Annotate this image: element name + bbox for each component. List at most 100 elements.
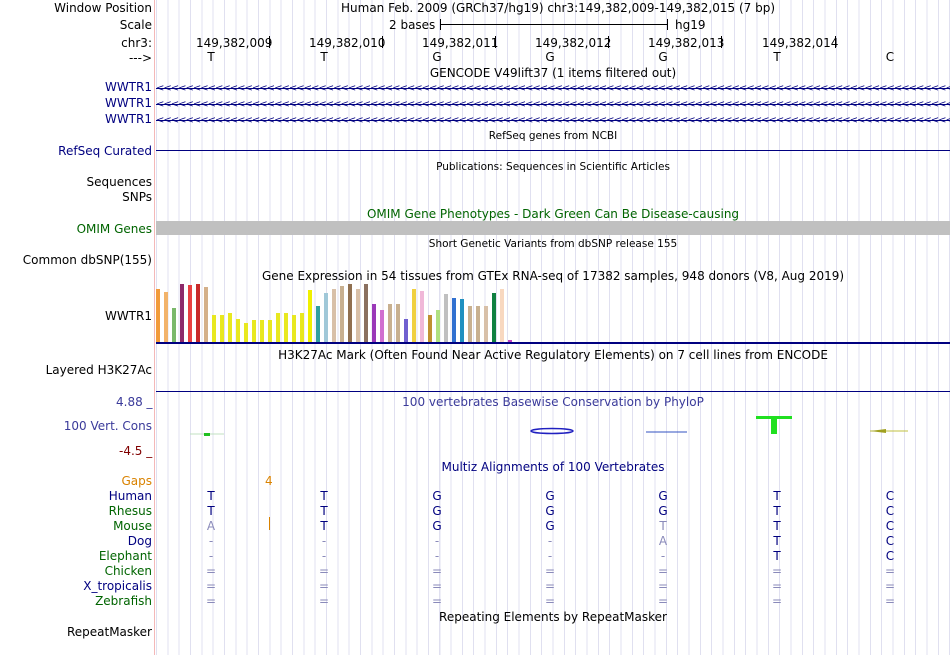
gtex-tissue-bar[interactable] (300, 313, 304, 342)
gtex-tissue-bar[interactable] (260, 320, 264, 342)
gtex-tissue-bar[interactable] (164, 292, 168, 342)
gtex-tissue-bar[interactable] (412, 289, 416, 342)
gencode-gene-track[interactable]: <<<<<<<<<<<<<<<<<<<<<<<<<<<<<<<<<<<<<<<<… (156, 100, 950, 109)
species-label[interactable]: Elephant (98, 549, 152, 563)
gtex-tissue-bar[interactable] (420, 291, 424, 342)
species-label[interactable]: Human (108, 489, 152, 503)
gtex-tissue-bar[interactable] (156, 289, 160, 342)
gtex-tissue-bar[interactable] (500, 289, 504, 342)
alignment-base: = (657, 594, 669, 608)
alignment-base: = (771, 564, 783, 578)
gtex-tissue-bar[interactable] (348, 284, 352, 342)
gtex-tissue-bar[interactable] (380, 310, 384, 342)
species-label[interactable]: Dog (127, 534, 152, 548)
scale-db: hg19 (675, 18, 706, 32)
gencode-title[interactable]: GENCODE V49lift37 (1 items filtered out) (429, 66, 677, 80)
dbsnp-label[interactable]: Common dbSNP(155) (22, 253, 152, 267)
phylop-label[interactable]: 100 Vert. Cons (63, 419, 152, 433)
species-label[interactable]: Mouse (113, 519, 152, 533)
repeatmasker-label[interactable]: RepeatMasker (66, 625, 152, 639)
gtex-tissue-bar[interactable] (460, 299, 464, 342)
gtex-tissue-bar[interactable] (308, 290, 312, 342)
gtex-tissue-bar[interactable] (340, 286, 344, 342)
publications-title[interactable]: Publications: Sequences in Scientific Ar… (436, 161, 670, 173)
alignment-base: = (771, 579, 783, 593)
omim-title[interactable]: OMIM Gene Phenotypes - Dark Green Can Be… (366, 207, 740, 221)
phylop-signal[interactable] (156, 405, 950, 445)
gtex-tissue-bar[interactable] (444, 294, 448, 342)
refseq-title[interactable]: RefSeq genes from NCBI (488, 130, 618, 142)
gtex-label[interactable]: WWTR1 (104, 309, 152, 323)
gtex-tissue-bar[interactable] (388, 304, 392, 342)
publications-label-snps[interactable]: SNPs (122, 190, 152, 204)
alignment-base: - (321, 534, 327, 548)
gtex-tissue-bar[interactable] (292, 315, 296, 342)
h3k27ac-label[interactable]: Layered H3K27Ac (45, 363, 152, 377)
gtex-tissue-bar[interactable] (476, 306, 480, 342)
alignment-base: G (545, 489, 555, 503)
refseq-label[interactable]: RefSeq Curated (58, 144, 152, 158)
gtex-tissue-bar[interactable] (220, 315, 224, 342)
publications-label-sequences[interactable]: Sequences (86, 175, 152, 189)
gtex-tissue-bar[interactable] (188, 285, 192, 342)
gtex-tissue-bar[interactable] (332, 289, 336, 342)
gencode-gene-track[interactable]: <<<<<<<<<<<<<<<<<<<<<<<<<<<<<<<<<<<<<<<<… (156, 116, 950, 125)
repeatmasker-title[interactable]: Repeating Elements by RepeatMasker (439, 610, 667, 624)
species-label[interactable]: Rhesus (108, 504, 152, 518)
species-label[interactable]: Zebrafish (95, 594, 152, 608)
gtex-tissue-bar[interactable] (404, 319, 408, 342)
alignment-base: = (544, 594, 556, 608)
gencode-item-label[interactable]: WWTR1 (104, 80, 152, 94)
gaps-label[interactable]: Gaps (121, 474, 152, 488)
gtex-tissue-bar[interactable] (492, 293, 496, 342)
omim-feature-bar[interactable] (156, 221, 950, 235)
gtex-tissue-bar[interactable] (428, 315, 432, 342)
window-position-label: Window Position (54, 1, 152, 15)
omim-label[interactable]: OMIM Genes (76, 222, 152, 236)
gtex-tissue-bar[interactable] (468, 306, 472, 342)
gencode-item-label[interactable]: WWTR1 (104, 112, 152, 126)
refseq-gene-line[interactable] (156, 150, 950, 151)
gtex-tissue-bar[interactable] (484, 306, 488, 342)
gtex-tissue-bar[interactable] (284, 313, 288, 342)
h3k27ac-title[interactable]: H3K27Ac Mark (Often Found Near Active Re… (278, 348, 828, 362)
gtex-tissue-bar[interactable] (244, 323, 248, 342)
gtex-tissue-bar[interactable] (324, 293, 328, 342)
gtex-tissue-bar[interactable] (212, 315, 216, 342)
gencode-gene-track[interactable]: <<<<<<<<<<<<<<<<<<<<<<<<<<<<<<<<<<<<<<<<… (156, 84, 950, 93)
alignment-base: T (773, 534, 781, 548)
species-label[interactable]: X_tropicalis (83, 579, 152, 593)
gtex-tissue-bar[interactable] (196, 284, 200, 342)
gtex-tissue-bar[interactable] (372, 304, 376, 342)
gtex-tissue-bar[interactable] (396, 304, 400, 342)
gtex-tissue-bar[interactable] (236, 319, 240, 342)
scale-text: 2 bases (389, 18, 436, 32)
gtex-tissue-bar[interactable] (252, 320, 256, 342)
gtex-bar-chart[interactable] (156, 284, 556, 342)
species-label[interactable]: Chicken (104, 564, 152, 578)
alignment-base: G (658, 489, 668, 503)
gtex-tissue-bar[interactable] (364, 284, 368, 342)
coordinate-label: 149,382,013 (648, 36, 725, 50)
assembly-position-text[interactable]: Human Feb. 2009 (GRCh37/hg19) chr3:149,3… (341, 1, 776, 15)
coordinate-tick (495, 36, 496, 48)
alignment-base: - (434, 534, 440, 548)
gtex-tissue-bar[interactable] (508, 340, 512, 342)
gtex-title[interactable]: Gene Expression in 54 tissues from GTEx … (261, 269, 845, 283)
gtex-tissue-bar[interactable] (180, 284, 184, 342)
multiz-title[interactable]: Multiz Alignments of 100 Vertebrates (441, 460, 665, 474)
phylop-title[interactable]: 100 vertebrates Basewise Conservation by… (402, 395, 704, 409)
gtex-tissue-bar[interactable] (204, 287, 208, 342)
gtex-tissue-bar[interactable] (316, 306, 320, 342)
gtex-tissue-bar[interactable] (452, 298, 456, 342)
gtex-tissue-bar[interactable] (356, 289, 360, 342)
gtex-tissue-bar[interactable] (276, 313, 280, 342)
gtex-tissue-bar[interactable] (436, 310, 440, 342)
dbsnp-title[interactable]: Short Genetic Variants from dbSNP releas… (428, 238, 678, 250)
gtex-tissue-bar[interactable] (172, 308, 176, 342)
gencode-item-label[interactable]: WWTR1 (104, 96, 152, 110)
alignment-base: = (431, 579, 443, 593)
gtex-tissue-bar[interactable] (268, 320, 272, 342)
alignment-base: G (432, 519, 442, 533)
gtex-tissue-bar[interactable] (228, 313, 232, 342)
